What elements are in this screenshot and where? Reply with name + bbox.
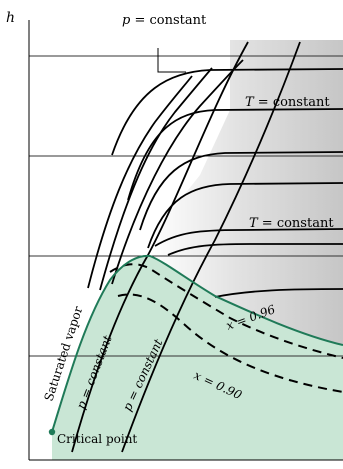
superheated-region bbox=[150, 40, 343, 345]
critical-point-label: Critical point bbox=[57, 432, 137, 446]
t-constant-lower-label: T = constant bbox=[249, 216, 334, 231]
pressure-curves bbox=[71, 41, 301, 453]
p-label-leader bbox=[157, 48, 186, 73]
two-phase-region bbox=[52, 255, 343, 460]
grid-lines bbox=[29, 55, 343, 357]
p-constant-top-label: p = constant bbox=[122, 13, 207, 28]
saturation-curve bbox=[51, 254, 343, 433]
t-constant-upper-label: T = constant bbox=[245, 95, 330, 110]
temperature-curves bbox=[111, 68, 343, 298]
critical-point-marker bbox=[48, 428, 56, 436]
y-axis-label: h bbox=[6, 10, 15, 26]
axes bbox=[28, 20, 343, 461]
